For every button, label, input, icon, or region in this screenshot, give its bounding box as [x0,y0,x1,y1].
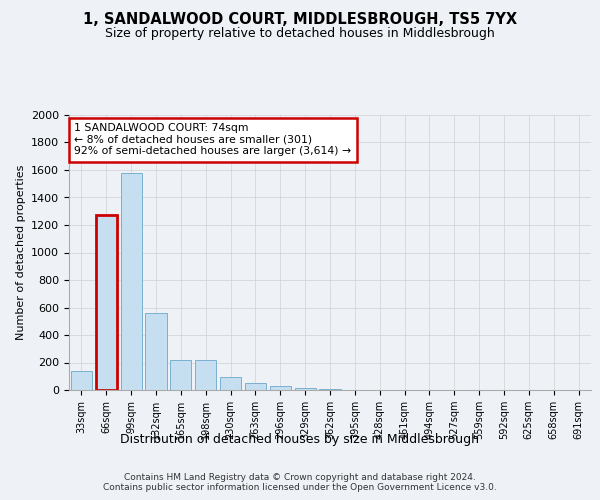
Bar [96,216,117,390]
Text: 1 SANDALWOOD COURT: 74sqm
← 8% of detached houses are smaller (301)
92% of semi-: 1 SANDALWOOD COURT: 74sqm ← 8% of detach… [74,123,352,156]
Bar [319,388,341,390]
Bar [270,386,291,390]
Text: Distribution of detached houses by size in Middlesbrough: Distribution of detached houses by size … [121,432,479,446]
Bar [220,377,241,390]
Y-axis label: Number of detached properties: Number of detached properties [16,165,26,340]
Bar [121,174,142,390]
Text: 1, SANDALWOOD COURT, MIDDLESBROUGH, TS5 7YX: 1, SANDALWOOD COURT, MIDDLESBROUGH, TS5 … [83,12,517,28]
Bar [71,371,92,390]
Bar [245,383,266,390]
Bar [295,388,316,390]
Text: Size of property relative to detached houses in Middlesbrough: Size of property relative to detached ho… [105,28,495,40]
Bar [170,360,191,390]
Text: Contains HM Land Registry data © Crown copyright and database right 2024.
Contai: Contains HM Land Registry data © Crown c… [103,473,497,492]
Bar [195,360,216,390]
Bar [145,313,167,390]
